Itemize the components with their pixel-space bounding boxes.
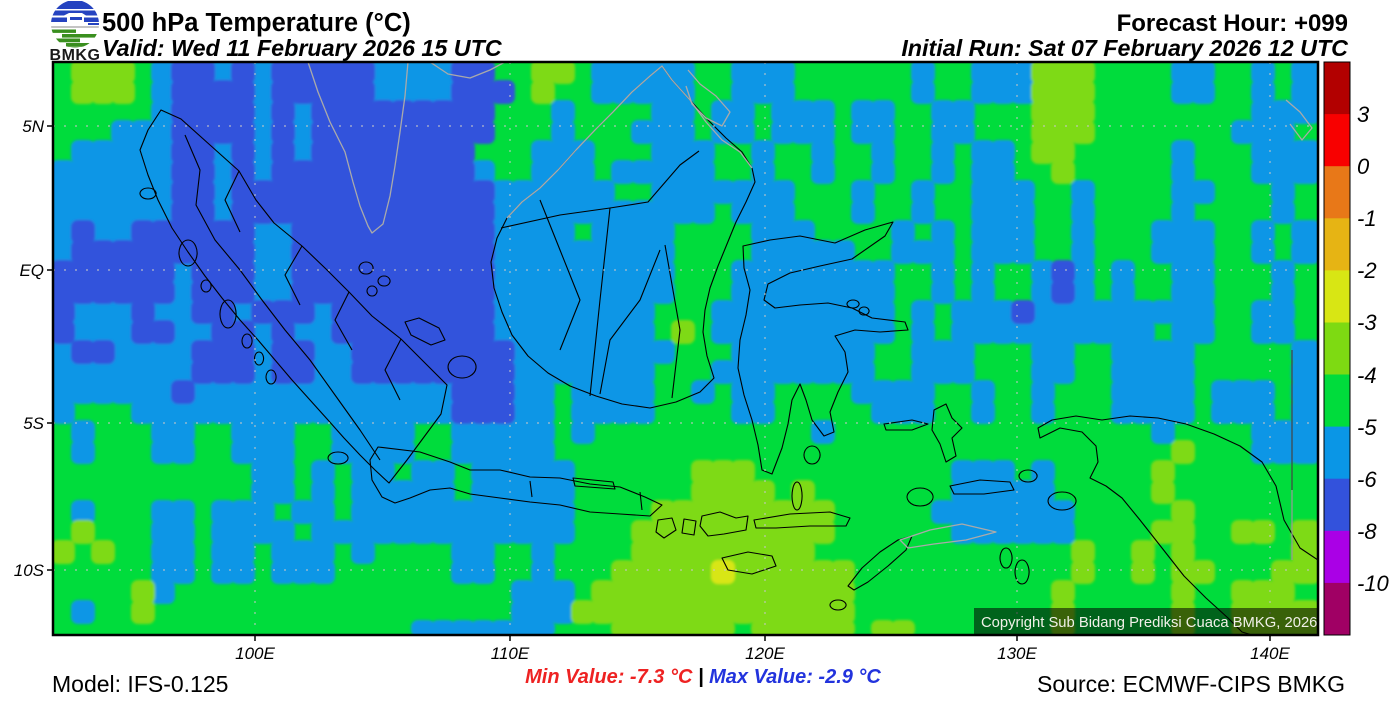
svg-text:BMKG: BMKG	[50, 47, 101, 64]
svg-text:Forecast Hour: +099: Forecast Hour: +099	[1117, 10, 1348, 37]
svg-text:0: 0	[1357, 154, 1370, 179]
svg-text:-6: -6	[1357, 467, 1377, 492]
svg-text:5S: 5S	[23, 414, 44, 433]
svg-text:-3: -3	[1357, 310, 1377, 335]
svg-text:5N: 5N	[22, 117, 44, 136]
svg-text:110E: 110E	[491, 644, 530, 663]
svg-text:500 hPa Temperature (°C): 500 hPa Temperature (°C)	[102, 9, 411, 37]
svg-text:Valid: Wed 11 February 2026 15: Valid: Wed 11 February 2026 15 UTC	[102, 35, 503, 61]
svg-text:Initial Run: Sat 07 February 2: Initial Run: Sat 07 February 2026 12 UTC	[901, 35, 1349, 61]
svg-text:-10: -10	[1357, 571, 1390, 596]
svg-text:130E: 130E	[997, 644, 1037, 663]
svg-text:100E: 100E	[235, 644, 275, 663]
svg-text:10S: 10S	[14, 561, 45, 580]
svg-text:3: 3	[1357, 102, 1370, 127]
svg-text:120E: 120E	[745, 644, 785, 663]
svg-text:-8: -8	[1357, 519, 1377, 544]
svg-text:Model: IFS-0.125: Model: IFS-0.125	[52, 671, 228, 697]
svg-text:Source: ECMWF-CIPS BMKG: Source: ECMWF-CIPS BMKG	[1037, 671, 1345, 697]
svg-text:-4: -4	[1357, 363, 1377, 388]
svg-text:140E: 140E	[1250, 644, 1290, 663]
svg-text:-2: -2	[1357, 258, 1377, 283]
svg-text:Copyright Sub Bidang Prediksi: Copyright Sub Bidang Prediksi Cuaca BMKG…	[981, 615, 1317, 631]
svg-text:EQ: EQ	[19, 261, 44, 280]
svg-text:-1: -1	[1357, 206, 1377, 231]
svg-text:-5: -5	[1357, 415, 1377, 440]
svg-text:Min Value: -7.3 °C | Max Valu: Min Value: -7.3 °C | Max Value: -2.9 °C	[525, 666, 881, 688]
